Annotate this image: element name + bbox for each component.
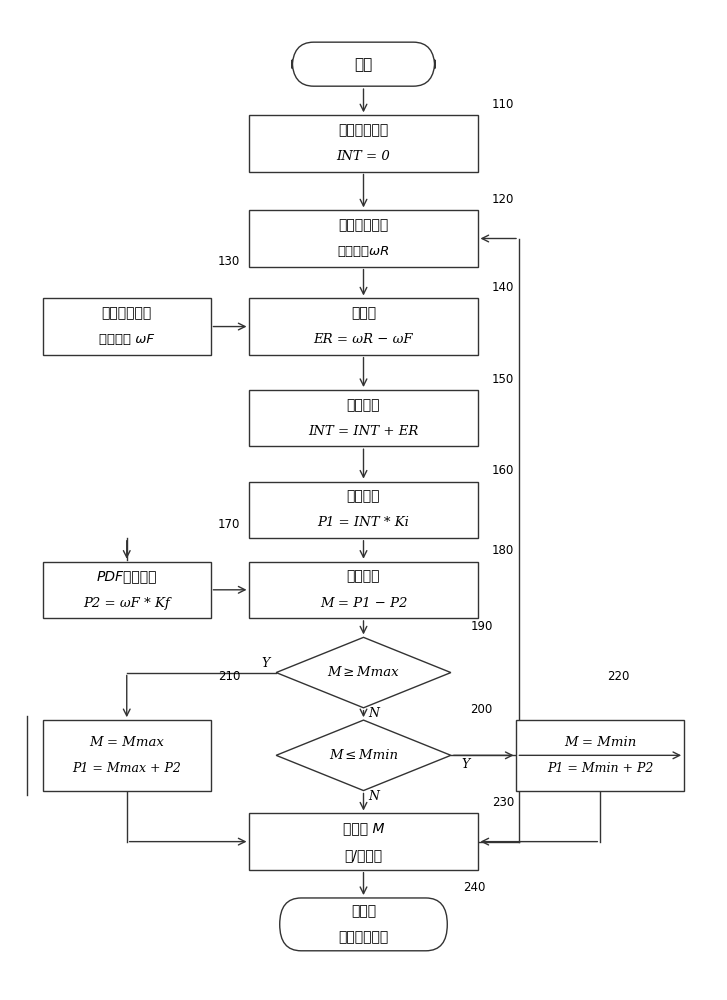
- Text: M = P1 − P2: M = P1 − P2: [320, 597, 407, 610]
- Text: 170: 170: [217, 518, 240, 531]
- Text: 190: 190: [470, 620, 493, 633]
- Bar: [249, 390, 478, 446]
- Text: 减法运算: 减法运算: [347, 570, 380, 584]
- Text: ER = ωR − ωF: ER = ωR − ωF: [313, 333, 414, 346]
- Text: Y: Y: [461, 758, 469, 771]
- Bar: [249, 813, 478, 870]
- Text: 采集速度数字: 采集速度数字: [102, 306, 152, 320]
- Text: 控制信号输出: 控制信号输出: [338, 931, 389, 945]
- Text: 数/模转换: 数/模转换: [345, 848, 382, 862]
- Text: 数字量 M: 数字量 M: [342, 821, 385, 835]
- Text: M ≥ Mmax: M ≥ Mmax: [328, 666, 399, 679]
- Text: 乘法运算: 乘法运算: [347, 489, 380, 503]
- Bar: [249, 210, 478, 267]
- Text: PDF乘法运算: PDF乘法运算: [97, 570, 157, 584]
- Text: INT = INT + ER: INT = INT + ER: [308, 425, 419, 438]
- Text: P1 = Mmin + P2: P1 = Mmin + P2: [547, 762, 654, 775]
- Text: 取误差: 取误差: [351, 306, 376, 320]
- Polygon shape: [276, 637, 451, 708]
- Bar: [249, 115, 478, 172]
- Text: 110: 110: [492, 98, 514, 111]
- Text: 累加积分: 累加积分: [347, 398, 380, 412]
- Text: M = Mmax: M = Mmax: [89, 736, 164, 749]
- Text: N: N: [368, 707, 379, 720]
- Bar: [516, 720, 684, 791]
- Text: 初始化积分器: 初始化积分器: [338, 123, 389, 137]
- Bar: [249, 298, 478, 355]
- Text: 210: 210: [217, 670, 240, 683]
- Text: 160: 160: [492, 464, 514, 477]
- Text: 230: 230: [492, 796, 514, 809]
- Bar: [43, 298, 211, 355]
- Text: Y: Y: [261, 657, 270, 670]
- Text: 模拟量: 模拟量: [351, 904, 376, 918]
- Text: 240: 240: [463, 881, 486, 894]
- Text: 200: 200: [470, 703, 493, 716]
- Text: 150: 150: [492, 373, 514, 386]
- Bar: [43, 562, 211, 618]
- Text: M ≤ Mmin: M ≤ Mmin: [329, 749, 398, 762]
- Polygon shape: [276, 720, 451, 791]
- Text: N: N: [368, 790, 379, 803]
- Text: 指令信号ωR: 指令信号ωR: [337, 245, 390, 258]
- Text: 开始: 开始: [354, 57, 373, 72]
- Text: 130: 130: [217, 255, 240, 268]
- Text: 读取速度数字: 读取速度数字: [338, 218, 389, 232]
- Bar: [249, 482, 478, 538]
- FancyBboxPatch shape: [292, 42, 435, 86]
- Bar: [43, 720, 211, 791]
- Text: INT = 0: INT = 0: [337, 150, 390, 163]
- Text: P1 = Mmax + P2: P1 = Mmax + P2: [72, 762, 181, 775]
- Text: 180: 180: [492, 544, 514, 557]
- Bar: [249, 562, 478, 618]
- FancyBboxPatch shape: [280, 898, 447, 951]
- Text: 140: 140: [492, 281, 514, 294]
- Text: M = Mmin: M = Mmin: [564, 736, 636, 749]
- Text: P1 = INT * Ki: P1 = INT * Ki: [318, 516, 409, 529]
- Text: 220: 220: [607, 670, 630, 683]
- Text: 反馈信号 ωF: 反馈信号 ωF: [100, 333, 154, 346]
- Text: P2 = ωF * Kf: P2 = ωF * Kf: [84, 597, 170, 610]
- Text: 120: 120: [492, 193, 514, 206]
